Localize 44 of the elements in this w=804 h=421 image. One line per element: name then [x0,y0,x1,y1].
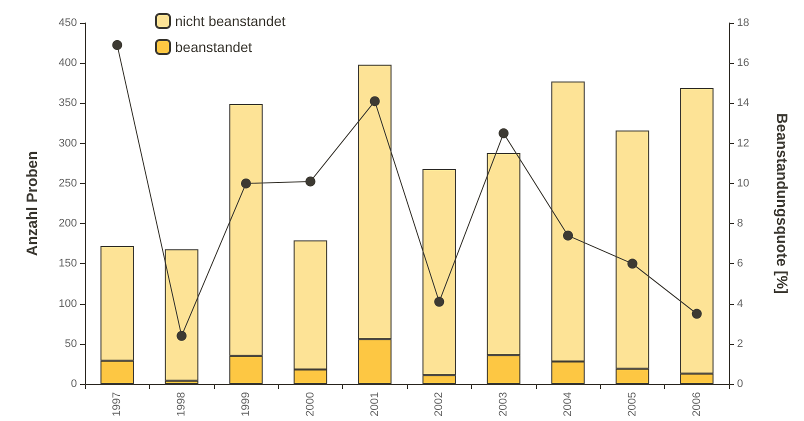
x-tick-label: 2003 [498,392,510,416]
y-tick-label: 450 [58,17,77,29]
y-tick-label: 300 [58,137,77,150]
y2-axis-title: Beanstandungsquote [%] [773,113,790,294]
point [498,128,509,138]
x-tick-label: 2006 [690,392,703,416]
point [176,330,187,341]
point [563,230,573,241]
x-tick-label: 2002 [433,392,446,416]
y-tick-label: 50 [64,338,77,350]
y2-tick-label: 14 [737,97,750,110]
x-tick-label: 2001 [368,392,381,416]
legend-label: beanstandet [175,39,252,55]
y-tick-label: 100 [58,298,77,310]
y-tick-label: 250 [58,177,77,190]
x-tick-label: 1998 [176,392,188,416]
y-tick-label: 200 [58,218,77,230]
x-tick-label: 2004 [562,392,574,416]
y2-tick-label: 12 [737,137,750,150]
y2-tick-label: 0 [737,378,744,390]
x-tick-label: 2000 [304,392,316,416]
y2-tick-label: 18 [737,17,750,29]
y-tick-label: 350 [58,97,77,110]
y2-tick-label: 2 [737,338,744,350]
y-axis-title: Anzahl Proben [24,150,41,256]
y-tick-label: 0 [70,378,77,390]
y-tick-label: 400 [58,57,77,70]
y2-tick-label: 8 [737,218,744,230]
legend-label: nicht beanstandet [175,13,286,29]
y-tick-label: 150 [58,258,77,270]
x-tick-label: 2005 [626,392,638,416]
y2-tick-label: 16 [737,57,750,70]
point [692,308,702,319]
point [112,40,122,50]
point [627,258,638,269]
point [241,178,251,188]
x-tick-label: 1999 [240,392,252,416]
point [434,296,444,307]
point [305,176,316,186]
point [370,96,380,106]
y2-tick-label: 4 [737,298,744,310]
x-tick-label: 1997 [111,392,124,416]
y2-tick-label: 10 [737,177,750,190]
y2-tick-label: 6 [737,258,744,270]
